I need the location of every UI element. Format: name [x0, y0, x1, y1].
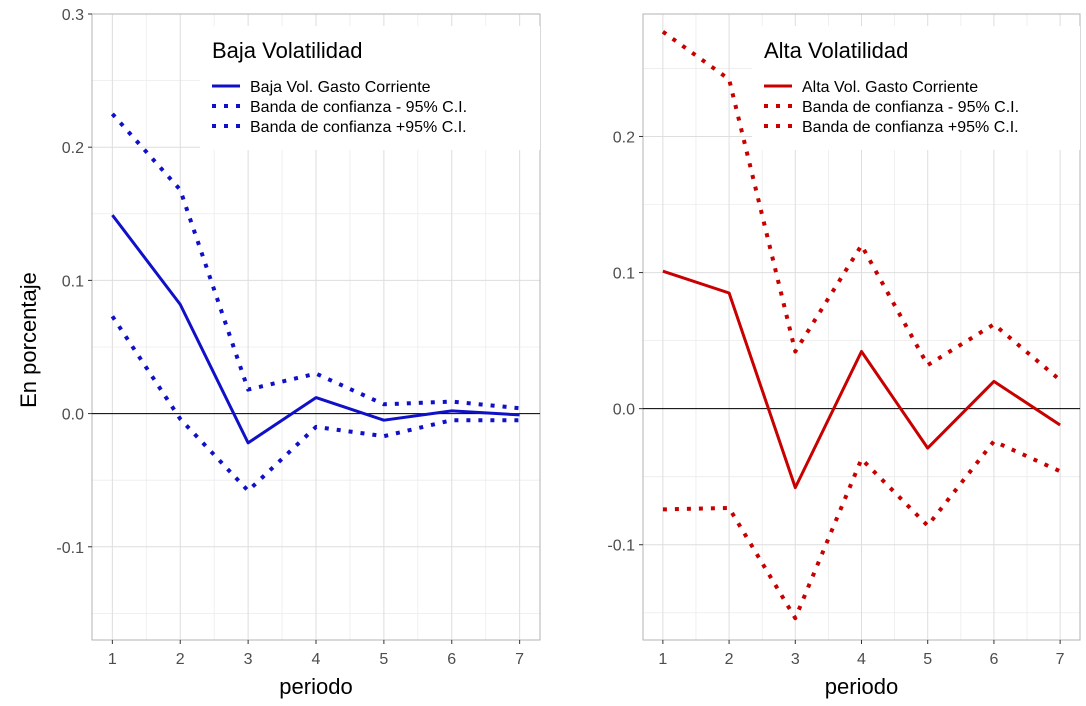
- x-tick-label: 6: [989, 651, 998, 668]
- legend-entry: Alta Vol. Gasto Corriente: [802, 79, 978, 96]
- x-tick-label: 3: [244, 651, 253, 668]
- legend-entry: Banda de confianza - 95% C.I.: [802, 99, 1019, 116]
- y-tick-label: -0.1: [607, 538, 635, 555]
- x-tick-label: 7: [1056, 651, 1065, 668]
- series-line-lower-band: [110, 315, 520, 493]
- y-tick-label: -0.1: [56, 540, 84, 557]
- series-line-estimate: [662, 269, 1061, 490]
- chart-panel-alta-volatilidad: -0.1 0.0 0.1 0.2 1 2 3 4 5 6 7 periodo Alta Volatili…: [607, 13, 1081, 699]
- x-tick-label: 6: [447, 651, 456, 668]
- y-tick-label: 0.0: [62, 407, 84, 424]
- legend-title: Baja Volatilidad: [212, 38, 362, 63]
- y-tick-label: 0.1: [62, 273, 84, 290]
- legend-entry: Banda de confianza - 95% C.I.: [250, 99, 467, 116]
- x-tick-label: 5: [923, 651, 932, 668]
- legend-title: Alta Volatilidad: [764, 38, 908, 63]
- x-tick-label: 7: [515, 651, 524, 668]
- legend-entry: Banda de confianza +95% C.I.: [250, 119, 467, 136]
- x-tick-label: 5: [379, 651, 388, 668]
- x-tick-label: 3: [791, 651, 800, 668]
- x-tick-label: 1: [658, 651, 667, 668]
- chart-panel-baja-volatilidad: -0.1 0.0 0.1 0.2 0.3 1 2 3 4 5 6 7 periodo Baja Volat…: [56, 7, 541, 699]
- y-tick-label: 0.2: [62, 140, 84, 157]
- x-tick-label: 4: [312, 651, 321, 668]
- legend: Baja Volatilidad Baja Vol. Gasto Corrient…: [200, 26, 540, 150]
- y-tick-label: 0.2: [613, 129, 635, 146]
- legend-background: [200, 26, 540, 150]
- x-axis-title: periodo: [825, 674, 898, 699]
- legend: Alta Volatilidad Alta Vol. Gasto Corrient…: [752, 26, 1080, 150]
- y-tick-label: 0.1: [613, 266, 635, 283]
- x-axis-title: periodo: [279, 674, 352, 699]
- x-tick-label: 1: [108, 651, 117, 668]
- x-tick-label: 2: [725, 651, 734, 668]
- legend-background: [752, 26, 1080, 150]
- legend-entry: Banda de confianza +95% C.I.: [802, 119, 1019, 136]
- legend-entry: Baja Vol. Gasto Corriente: [250, 79, 431, 96]
- series-line-estimate: [111, 214, 520, 445]
- y-axis-title: En porcentaje: [16, 272, 41, 408]
- y-tick-label: 0.0: [613, 402, 635, 419]
- y-tick-label: 0.3: [62, 7, 84, 24]
- x-tick-label: 2: [176, 651, 185, 668]
- x-tick-label: 4: [857, 651, 866, 668]
